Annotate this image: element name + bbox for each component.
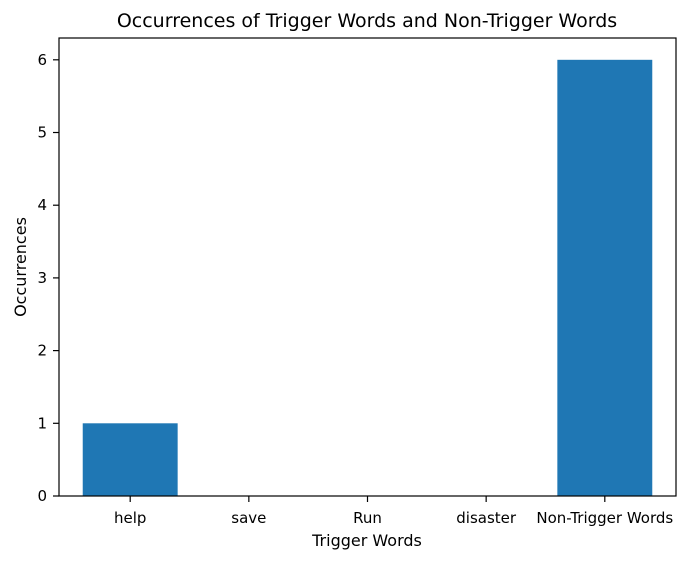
x-axis-label: Trigger Words: [311, 531, 422, 550]
x-axis-ticks: help save Run disaster Non-Trigger Words: [114, 496, 673, 527]
x-tick-label: save: [231, 509, 266, 527]
bar-help: [82, 423, 178, 496]
x-tick-label: Non-Trigger Words: [536, 509, 673, 527]
y-tick-label: 1: [37, 414, 47, 432]
bar-non-trigger-words: [557, 59, 653, 497]
bars: [82, 59, 653, 497]
x-tick-label: Run: [353, 509, 382, 527]
chart-title: Occurrences of Trigger Words and Non-Tri…: [117, 10, 617, 32]
x-tick-label: help: [114, 509, 146, 527]
y-tick-label: 5: [37, 124, 47, 142]
y-axis-ticks: 0 1 2 3 4 5 6: [37, 51, 59, 505]
y-tick-label: 3: [37, 269, 47, 287]
y-tick-label: 6: [37, 51, 47, 69]
x-tick-label: disaster: [456, 509, 517, 527]
y-axis-label: Occurrences: [11, 217, 30, 317]
y-tick-label: 4: [37, 196, 47, 214]
y-tick-label: 0: [37, 487, 47, 505]
y-tick-label: 2: [37, 342, 47, 360]
